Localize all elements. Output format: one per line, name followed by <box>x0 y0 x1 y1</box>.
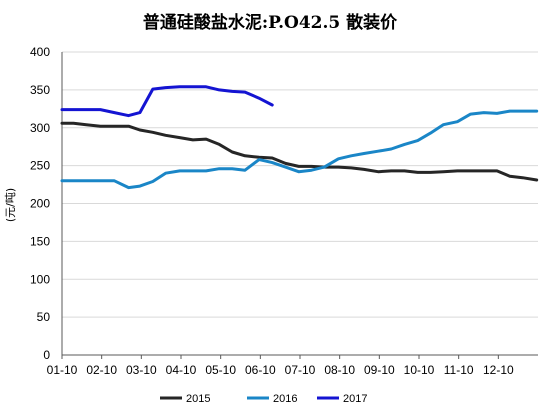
series-line-2017 <box>60 85 274 118</box>
series-lines <box>60 85 539 190</box>
x-tick-label: 06-10 <box>245 363 276 377</box>
legend-label-2015: 2015 <box>186 393 210 405</box>
x-axis-tick-labels: 01-10 02-10 03-10 04-10 05-10 06-10 07-10 08-10… <box>47 363 514 377</box>
x-tick-label: 07-10 <box>285 363 316 377</box>
legend: 2015 2016 2017 <box>160 393 367 405</box>
legend-label-2016: 2016 <box>273 393 297 405</box>
axes <box>61 52 538 359</box>
x-tick-label: 01-10 <box>47 363 78 377</box>
x-tick-label: 05-10 <box>205 363 236 377</box>
series-line-2015 <box>60 121 539 182</box>
grid <box>62 51 538 318</box>
y-tick-label: 200 <box>30 197 50 211</box>
y-tick-label: 100 <box>30 272 50 286</box>
x-tick-label: 10-10 <box>404 363 435 377</box>
y-tick-label: 350 <box>30 83 50 97</box>
y-tick-label: 0 <box>43 348 50 362</box>
x-tick-label: 03-10 <box>126 363 157 377</box>
y-tick-label: 50 <box>37 310 51 324</box>
x-tick-label: 02-10 <box>86 363 117 377</box>
x-tick-label: 12-10 <box>483 363 514 377</box>
x-tick-label: 08-10 <box>324 363 355 377</box>
x-tick-label: 11-10 <box>444 363 474 377</box>
legend-label-2017: 2017 <box>343 393 367 405</box>
y-axis-label: (元/吨) <box>4 188 17 222</box>
x-tick-label: 09-10 <box>364 363 395 377</box>
series-line-2016 <box>60 109 539 190</box>
y-tick-label: 300 <box>30 121 50 135</box>
y-axis-tick-labels: 0 50 100 150 200 250 300 350 400 <box>30 45 50 362</box>
y-tick-label: 400 <box>30 45 50 59</box>
x-tick-label: 04-10 <box>166 363 197 377</box>
y-tick-label: 250 <box>30 159 50 173</box>
chart-title: 普通硅酸盐水泥:P.O42.5 散装价 <box>143 12 398 33</box>
y-tick-label: 150 <box>30 234 50 248</box>
